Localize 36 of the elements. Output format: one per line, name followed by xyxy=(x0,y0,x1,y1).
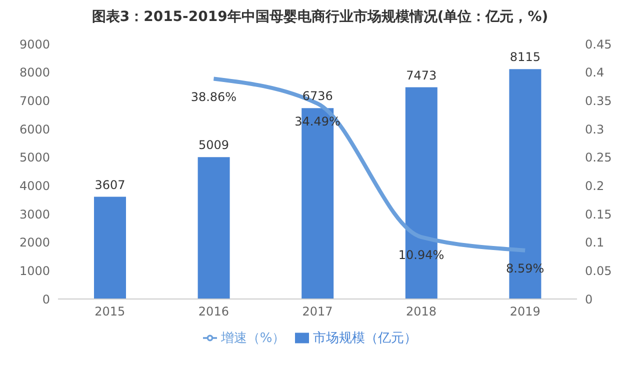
y-tick-label: 7000 xyxy=(19,94,50,108)
x-tick-label: 2017 xyxy=(302,304,333,319)
x-tick-label: 2018 xyxy=(406,304,437,319)
y2-tick-label: 0.25 xyxy=(585,150,612,165)
y2-tick-label: 0.1 xyxy=(585,236,604,250)
bar xyxy=(198,157,230,299)
y2-tick-label: 0.15 xyxy=(585,207,612,222)
legend-label: 市场规模（亿元） xyxy=(313,331,418,346)
data-label: 8115 xyxy=(510,50,540,64)
data-label: 6736 xyxy=(302,89,333,104)
y2-tick-label: 0.05 xyxy=(585,264,612,278)
x-tick-label: 2019 xyxy=(510,304,540,319)
data-label: 3607 xyxy=(94,178,126,192)
y2-tick-label: 0.4 xyxy=(585,66,604,80)
y-tick-label: 3000 xyxy=(19,207,50,222)
bar xyxy=(94,196,126,299)
x-tick-label: 2016 xyxy=(198,304,229,319)
y2-tick-label: 0.45 xyxy=(585,37,612,52)
data-label: 5009 xyxy=(198,138,230,152)
y2-tick-label: 0 xyxy=(585,292,593,306)
chart-title: 图表3：2015-2019年中国母婴电商行业市场规模情况(单位：亿元，%) xyxy=(90,8,550,27)
y-tick-label: 0 xyxy=(42,292,50,306)
y-tick-label: 8000 xyxy=(19,66,50,80)
x-tick-label: 2015 xyxy=(94,304,126,319)
y2-tick-label: 0.3 xyxy=(585,122,604,136)
y-tick-label: 2000 xyxy=(19,236,50,250)
y2-tick-label: 0.35 xyxy=(585,94,612,108)
y-tick-label: 6000 xyxy=(19,122,50,136)
y-tick-label: 9000 xyxy=(19,37,50,52)
y-tick-label: 1000 xyxy=(19,264,50,278)
data-label: 7473 xyxy=(406,68,437,82)
y-tick-label: 5000 xyxy=(19,150,50,165)
data-label: 38.86% xyxy=(190,90,237,104)
y-tick-label: 4000 xyxy=(19,178,50,193)
y2-tick-label: 0.2 xyxy=(585,178,604,193)
legend-label: 增速（%） xyxy=(220,331,286,346)
